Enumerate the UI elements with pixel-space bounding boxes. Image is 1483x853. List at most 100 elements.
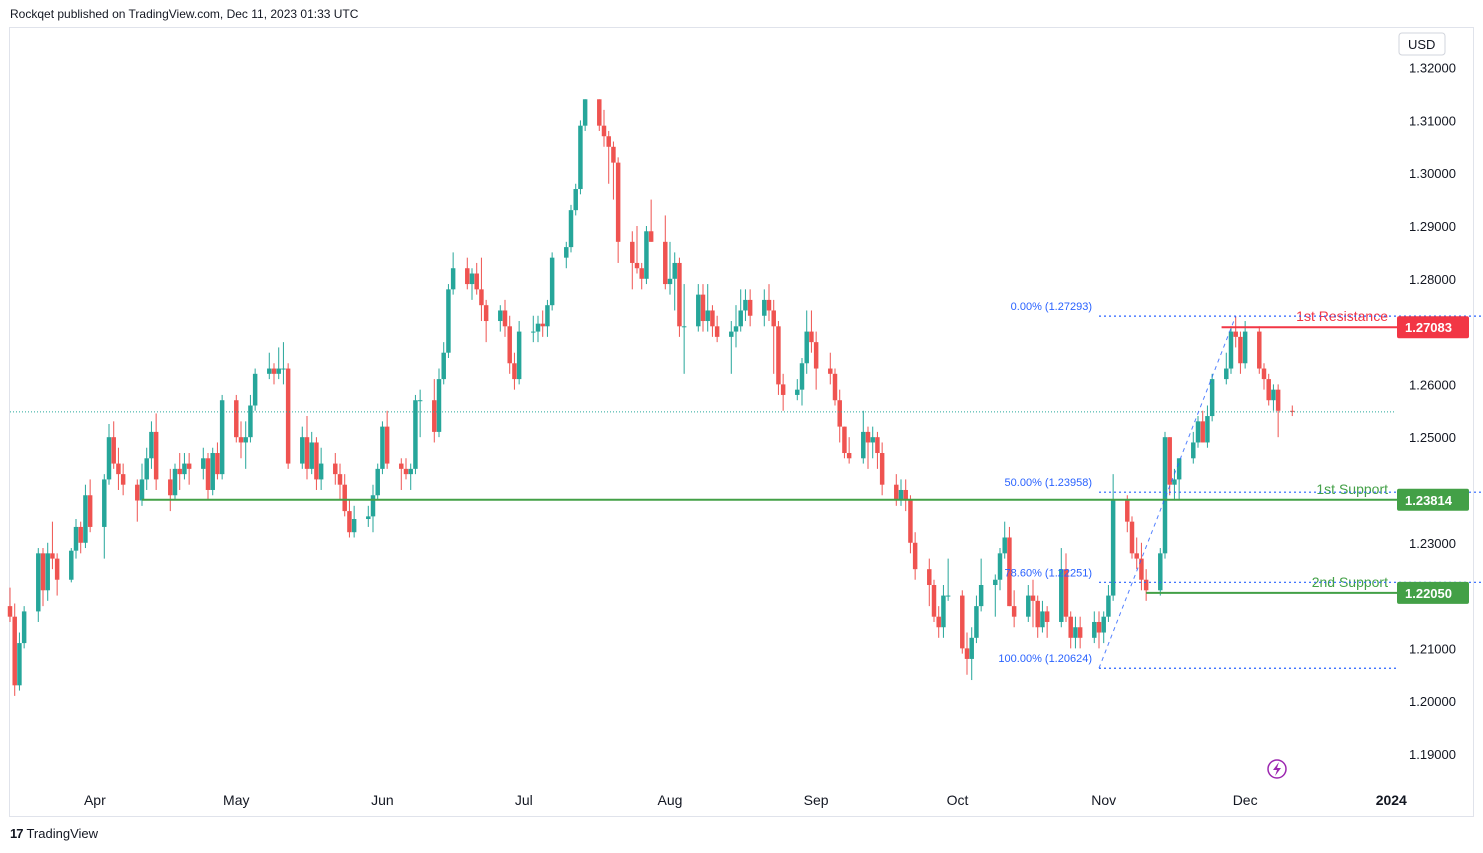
candle-body	[1195, 421, 1201, 443]
candle-body	[1026, 595, 1031, 617]
candle-body	[205, 458, 211, 490]
candle-body	[573, 189, 578, 211]
candle-body	[408, 468, 413, 475]
candle-body	[931, 585, 937, 617]
candle-body	[837, 400, 842, 427]
candle-body	[540, 323, 545, 327]
candle-body	[1101, 616, 1106, 633]
price-axis: 1.32000 1.31000 1.30000 1.29000 1.28000 1.260…	[1397, 32, 1469, 762]
candle-body	[252, 373, 258, 406]
candle-body	[102, 479, 107, 527]
candle-body	[502, 310, 508, 327]
candle-body	[663, 241, 668, 285]
candle-body	[549, 257, 555, 306]
candle-body	[842, 426, 847, 454]
candle-body	[531, 331, 536, 333]
candle-body	[696, 294, 701, 327]
candle-body	[780, 384, 786, 395]
candle-body	[135, 484, 140, 501]
candle-body	[120, 474, 126, 485]
candle-body	[1134, 553, 1139, 559]
candle-body	[1096, 621, 1102, 633]
candle-body	[210, 453, 215, 490]
time-tick-label: May	[223, 792, 249, 808]
price-tick-label: 1.29000	[1409, 219, 1456, 234]
candle-body	[17, 643, 22, 686]
price-tick-label: 1.25000	[1409, 430, 1456, 445]
candle-body	[846, 453, 852, 459]
candle-body	[436, 379, 442, 432]
candle-body	[964, 648, 970, 659]
time-tick-label: Jul	[515, 792, 533, 808]
price-tick-label: 1.26000	[1409, 377, 1456, 392]
candle-body	[578, 125, 583, 190]
candle-body	[597, 99, 602, 126]
candle-body	[1073, 627, 1078, 638]
level-price-badge	[1397, 488, 1469, 511]
candle-body	[281, 368, 286, 370]
candle-body	[1139, 558, 1144, 580]
candle-body	[1002, 537, 1007, 554]
candle-body	[898, 489, 904, 501]
price-tick-label: 1.19000	[1409, 747, 1456, 762]
candle-body	[1007, 537, 1012, 607]
candle-body	[705, 310, 710, 322]
price-tick-label: 1.28000	[1409, 272, 1456, 287]
candle-body	[809, 331, 814, 343]
candle-body	[700, 294, 706, 322]
candle-body	[1158, 553, 1163, 591]
candle-body	[813, 342, 819, 369]
candle-body	[1030, 595, 1036, 601]
candle-body	[714, 326, 720, 337]
candle-body	[516, 331, 522, 380]
candle-body	[908, 500, 913, 543]
fib-level-label: 100.00% (1.20624)	[998, 653, 1092, 665]
candle-body	[639, 268, 644, 279]
candle-body	[351, 519, 357, 533]
candle-body	[399, 463, 404, 469]
candle-body	[276, 368, 281, 374]
lightning-icon-bolt	[1273, 762, 1281, 776]
candle-body	[611, 146, 616, 163]
candle-body	[1238, 336, 1243, 364]
candle-body	[417, 400, 423, 402]
candle-body	[139, 479, 145, 501]
candle-body	[7, 606, 13, 617]
candle-body	[1077, 627, 1083, 638]
candle-body	[248, 405, 253, 438]
candle-body	[342, 484, 347, 512]
candle-body	[568, 210, 574, 248]
candle-body	[1040, 611, 1045, 628]
time-tick-label: Nov	[1091, 792, 1116, 808]
candle-body	[1191, 442, 1196, 459]
candle-body	[337, 474, 343, 485]
level-price-label: 1.22050	[1405, 586, 1452, 601]
candle-body	[375, 468, 380, 496]
candle-body	[941, 595, 946, 628]
candle-body	[1275, 389, 1281, 411]
price-tick-label: 1.30000	[1409, 166, 1456, 181]
fib-trend-line	[1098, 315, 1237, 669]
candle-body	[945, 595, 951, 597]
candle-body	[1176, 458, 1182, 480]
candle-body	[243, 437, 248, 443]
candle-body	[776, 326, 781, 385]
candle-body	[168, 479, 173, 496]
candle-body	[271, 368, 277, 374]
candle-body	[479, 289, 484, 306]
candle-body	[1205, 416, 1210, 443]
candle-body	[681, 326, 687, 328]
candle-body	[710, 310, 715, 327]
candle-body	[903, 489, 908, 501]
candle-body	[219, 400, 225, 475]
fibonacci-layer: 0.00% (1.27293) 50.00% (1.23958) 78.60% (1…	[998, 301, 1483, 669]
currency-label: USD	[1408, 37, 1435, 52]
candle-body	[78, 526, 83, 543]
price-tick-label: 1.20000	[1409, 694, 1456, 709]
candle-body	[507, 326, 512, 364]
footer-brand[interactable]: 17 TradingView	[10, 826, 98, 841]
candle-body	[997, 553, 1003, 580]
